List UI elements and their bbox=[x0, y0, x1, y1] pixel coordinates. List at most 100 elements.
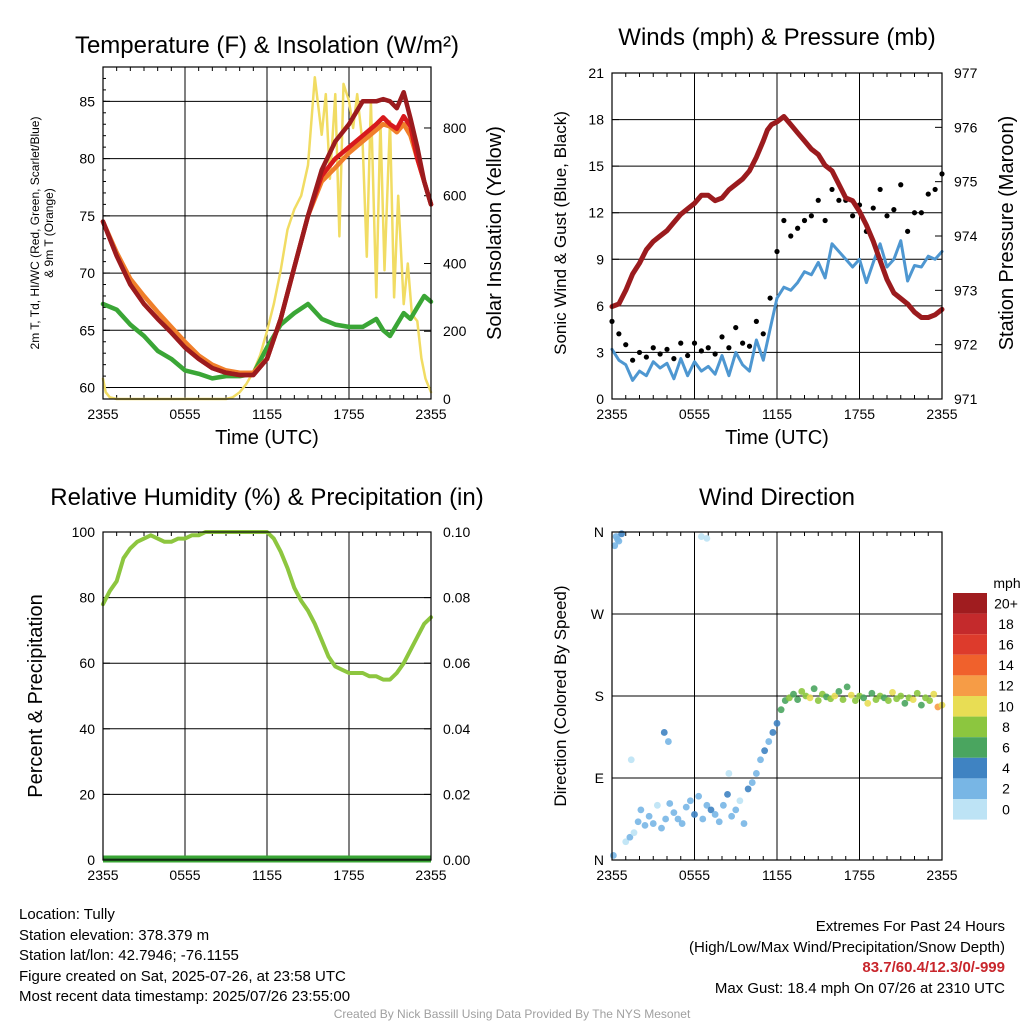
gust-point bbox=[829, 186, 835, 193]
y-tick-label: N bbox=[594, 524, 604, 540]
direction-point bbox=[806, 694, 814, 702]
location-text: Location: Tully bbox=[19, 906, 115, 923]
y-tick-label: 12 bbox=[588, 205, 604, 221]
direction-point bbox=[847, 691, 855, 699]
direction-point bbox=[777, 706, 785, 714]
gust-point bbox=[808, 213, 814, 219]
credit-text: Created By Nick Bassill Using Data Provi… bbox=[333, 1007, 691, 1021]
direction-point bbox=[790, 690, 797, 698]
x-axis-label: Time (UTC) bbox=[725, 427, 829, 449]
y-tick-label: 40 bbox=[79, 721, 95, 737]
direction-point bbox=[748, 779, 756, 786]
direction-point bbox=[627, 756, 635, 764]
direction-point bbox=[658, 824, 665, 832]
x-tick-label: 1755 bbox=[844, 867, 875, 883]
y-tick-label: 6 bbox=[596, 298, 604, 314]
direction-point bbox=[814, 697, 822, 704]
y2-axis-label: Station Pressure (Maroon) bbox=[996, 116, 1018, 351]
x-tick-label: 2355 bbox=[415, 406, 446, 422]
direction-point bbox=[839, 696, 847, 704]
gust-point bbox=[836, 197, 842, 203]
gust-point bbox=[740, 340, 746, 346]
gust-point bbox=[678, 340, 684, 346]
gust-point bbox=[877, 186, 883, 193]
x-tick-label: 1155 bbox=[762, 406, 792, 422]
colorbar-tick-label: 0 bbox=[1002, 801, 1010, 817]
y-axis-label: Percent & Precipitation bbox=[25, 594, 47, 797]
direction-point bbox=[757, 756, 764, 764]
gust-point bbox=[760, 331, 766, 337]
direction-point bbox=[851, 697, 859, 704]
x-tick-label: 2355 bbox=[415, 867, 446, 883]
y-tick-label: 18 bbox=[588, 112, 604, 128]
station-info: Location: Tully Station elevation: 378.3… bbox=[19, 905, 350, 1008]
colorbar-swatch bbox=[953, 634, 987, 655]
x-tick-label: 1155 bbox=[762, 867, 792, 883]
chart-title: Relative Humidity (%) & Precipitation (i… bbox=[50, 484, 483, 511]
x-tick-label: 2355 bbox=[926, 867, 957, 883]
direction-point bbox=[609, 852, 617, 859]
y-tick-label: W bbox=[591, 606, 605, 622]
colorbar-swatch bbox=[953, 737, 987, 758]
direction-point bbox=[794, 696, 802, 704]
x-tick-label: 2355 bbox=[87, 406, 118, 422]
recent-text: Most recent data timestamp: 2025/07/26 2… bbox=[19, 988, 351, 1005]
direction-point bbox=[917, 701, 925, 709]
gust-point bbox=[671, 356, 677, 362]
direction-point bbox=[649, 820, 657, 827]
y-tick-label: 21 bbox=[588, 65, 604, 81]
y2-tick-label: 0 bbox=[443, 391, 451, 407]
direction-point bbox=[637, 806, 645, 814]
max-gust-text: Max Gust: 18.4 mph On 07/26 at 2310 UTC bbox=[714, 979, 1005, 997]
x-tick-label: 2355 bbox=[87, 867, 118, 883]
direction-point bbox=[686, 797, 694, 805]
y-tick-label: 3 bbox=[596, 344, 604, 360]
y2-tick-label: 974 bbox=[954, 228, 978, 244]
gust-point bbox=[705, 345, 711, 351]
x-tick-label: 1755 bbox=[844, 406, 875, 422]
direction-point bbox=[697, 533, 705, 540]
direction-point bbox=[695, 792, 703, 800]
colorbar-tick-label: 12 bbox=[998, 678, 1014, 694]
direction-point bbox=[622, 838, 630, 846]
gust-point bbox=[719, 334, 725, 340]
gust-point bbox=[630, 357, 636, 363]
humidity-precip-panel: Relative Humidity (%) & Precipitation (i… bbox=[25, 484, 484, 883]
direction-point bbox=[703, 534, 711, 542]
y2-tick-label: 977 bbox=[954, 65, 978, 81]
y2-tick-label: 200 bbox=[443, 323, 467, 339]
gust-point bbox=[691, 340, 698, 346]
direction-point bbox=[930, 690, 938, 698]
direction-point bbox=[752, 770, 760, 777]
gust-point bbox=[891, 207, 897, 213]
direction-point bbox=[682, 803, 690, 811]
x-tick-label: 0555 bbox=[169, 406, 200, 422]
direction-point bbox=[835, 688, 843, 695]
direction-point bbox=[798, 688, 806, 695]
direction-point bbox=[634, 818, 642, 826]
y-tick-label: 60 bbox=[79, 655, 95, 671]
direction-point bbox=[897, 692, 905, 700]
y-tick-label: 0 bbox=[87, 852, 95, 868]
colorbar-label: mph bbox=[993, 575, 1020, 591]
y2-tick-label: 0.00 bbox=[443, 852, 470, 868]
gust-point bbox=[643, 354, 649, 360]
chart-title: Wind Direction bbox=[699, 484, 855, 511]
elevation-text: Station elevation: 378.379 m bbox=[19, 926, 210, 944]
gust-point bbox=[733, 324, 739, 331]
direction-point bbox=[630, 829, 638, 837]
gust-point bbox=[753, 318, 759, 324]
extremes-info: Extremes For Past 24 Hours (High/Low/Max… bbox=[689, 917, 1005, 999]
x-tick-label: 0555 bbox=[169, 867, 200, 883]
x-tick-label: 0555 bbox=[679, 406, 710, 422]
y-axis-label: 2m T, Td, HI/WC (Red, Green, Scarlet/Blu… bbox=[28, 117, 42, 350]
direction-point bbox=[611, 542, 619, 550]
colorbar-tick-label: 2 bbox=[1002, 781, 1010, 797]
y-tick-label: 9 bbox=[596, 251, 604, 267]
y2-tick-label: 972 bbox=[954, 337, 978, 353]
gust-point bbox=[746, 343, 753, 349]
series-line bbox=[609, 114, 945, 320]
direction-point bbox=[884, 697, 892, 704]
gust-point bbox=[884, 213, 890, 219]
